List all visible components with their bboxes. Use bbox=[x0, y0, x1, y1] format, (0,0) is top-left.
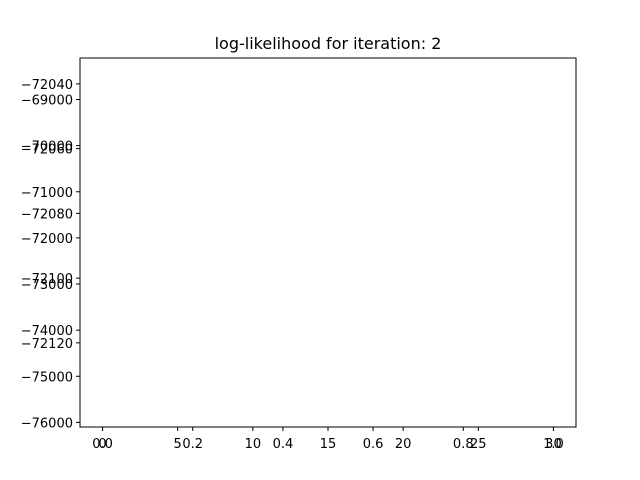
tick-layer: 0 5 10 15 20 25 30 −76000 −75000 −74000 −73000 −720… bbox=[21, 78, 564, 452]
y-tick-label: −72120 bbox=[21, 337, 73, 352]
plot-area bbox=[79, 57, 577, 428]
y-tick-label: −73000 bbox=[21, 278, 73, 293]
y-tick-label: −72060 bbox=[21, 143, 73, 158]
x-tick-label: 0.4 bbox=[273, 437, 294, 452]
x-tick-label: 0.2 bbox=[182, 437, 203, 452]
y-tick-label: −76000 bbox=[21, 416, 73, 431]
y-tick-label: −71000 bbox=[21, 186, 73, 201]
y-tick-label: −72100 bbox=[21, 272, 73, 287]
x-tick-label: 0.6 bbox=[363, 437, 384, 452]
x-tick-label: 30 bbox=[545, 437, 562, 452]
y-tick-label: −72080 bbox=[21, 207, 73, 222]
x-tick-label: 0.8 bbox=[453, 437, 474, 452]
chart-title: log-likelihood for iteration: 2 bbox=[215, 34, 442, 53]
y-tick-label: −74000 bbox=[21, 324, 73, 339]
x-tick-label: 20 bbox=[395, 437, 412, 452]
x-tick-label: 15 bbox=[320, 437, 337, 452]
y-tick-label: −72040 bbox=[21, 78, 73, 93]
y-tick-label: −70000 bbox=[21, 140, 73, 155]
x-tick-label: 1.0 bbox=[543, 437, 564, 452]
x-tick-label: 0 bbox=[98, 437, 106, 452]
y-tick-label: −72000 bbox=[21, 232, 73, 247]
x-tick-label: 10 bbox=[245, 437, 262, 452]
x-tick-label: 25 bbox=[470, 437, 487, 452]
y-tick-label: −69000 bbox=[21, 94, 73, 109]
x-tick-label: 0.0 bbox=[92, 437, 113, 452]
x-tick-label: 5 bbox=[174, 437, 182, 452]
y-tick-label: −75000 bbox=[21, 370, 73, 385]
